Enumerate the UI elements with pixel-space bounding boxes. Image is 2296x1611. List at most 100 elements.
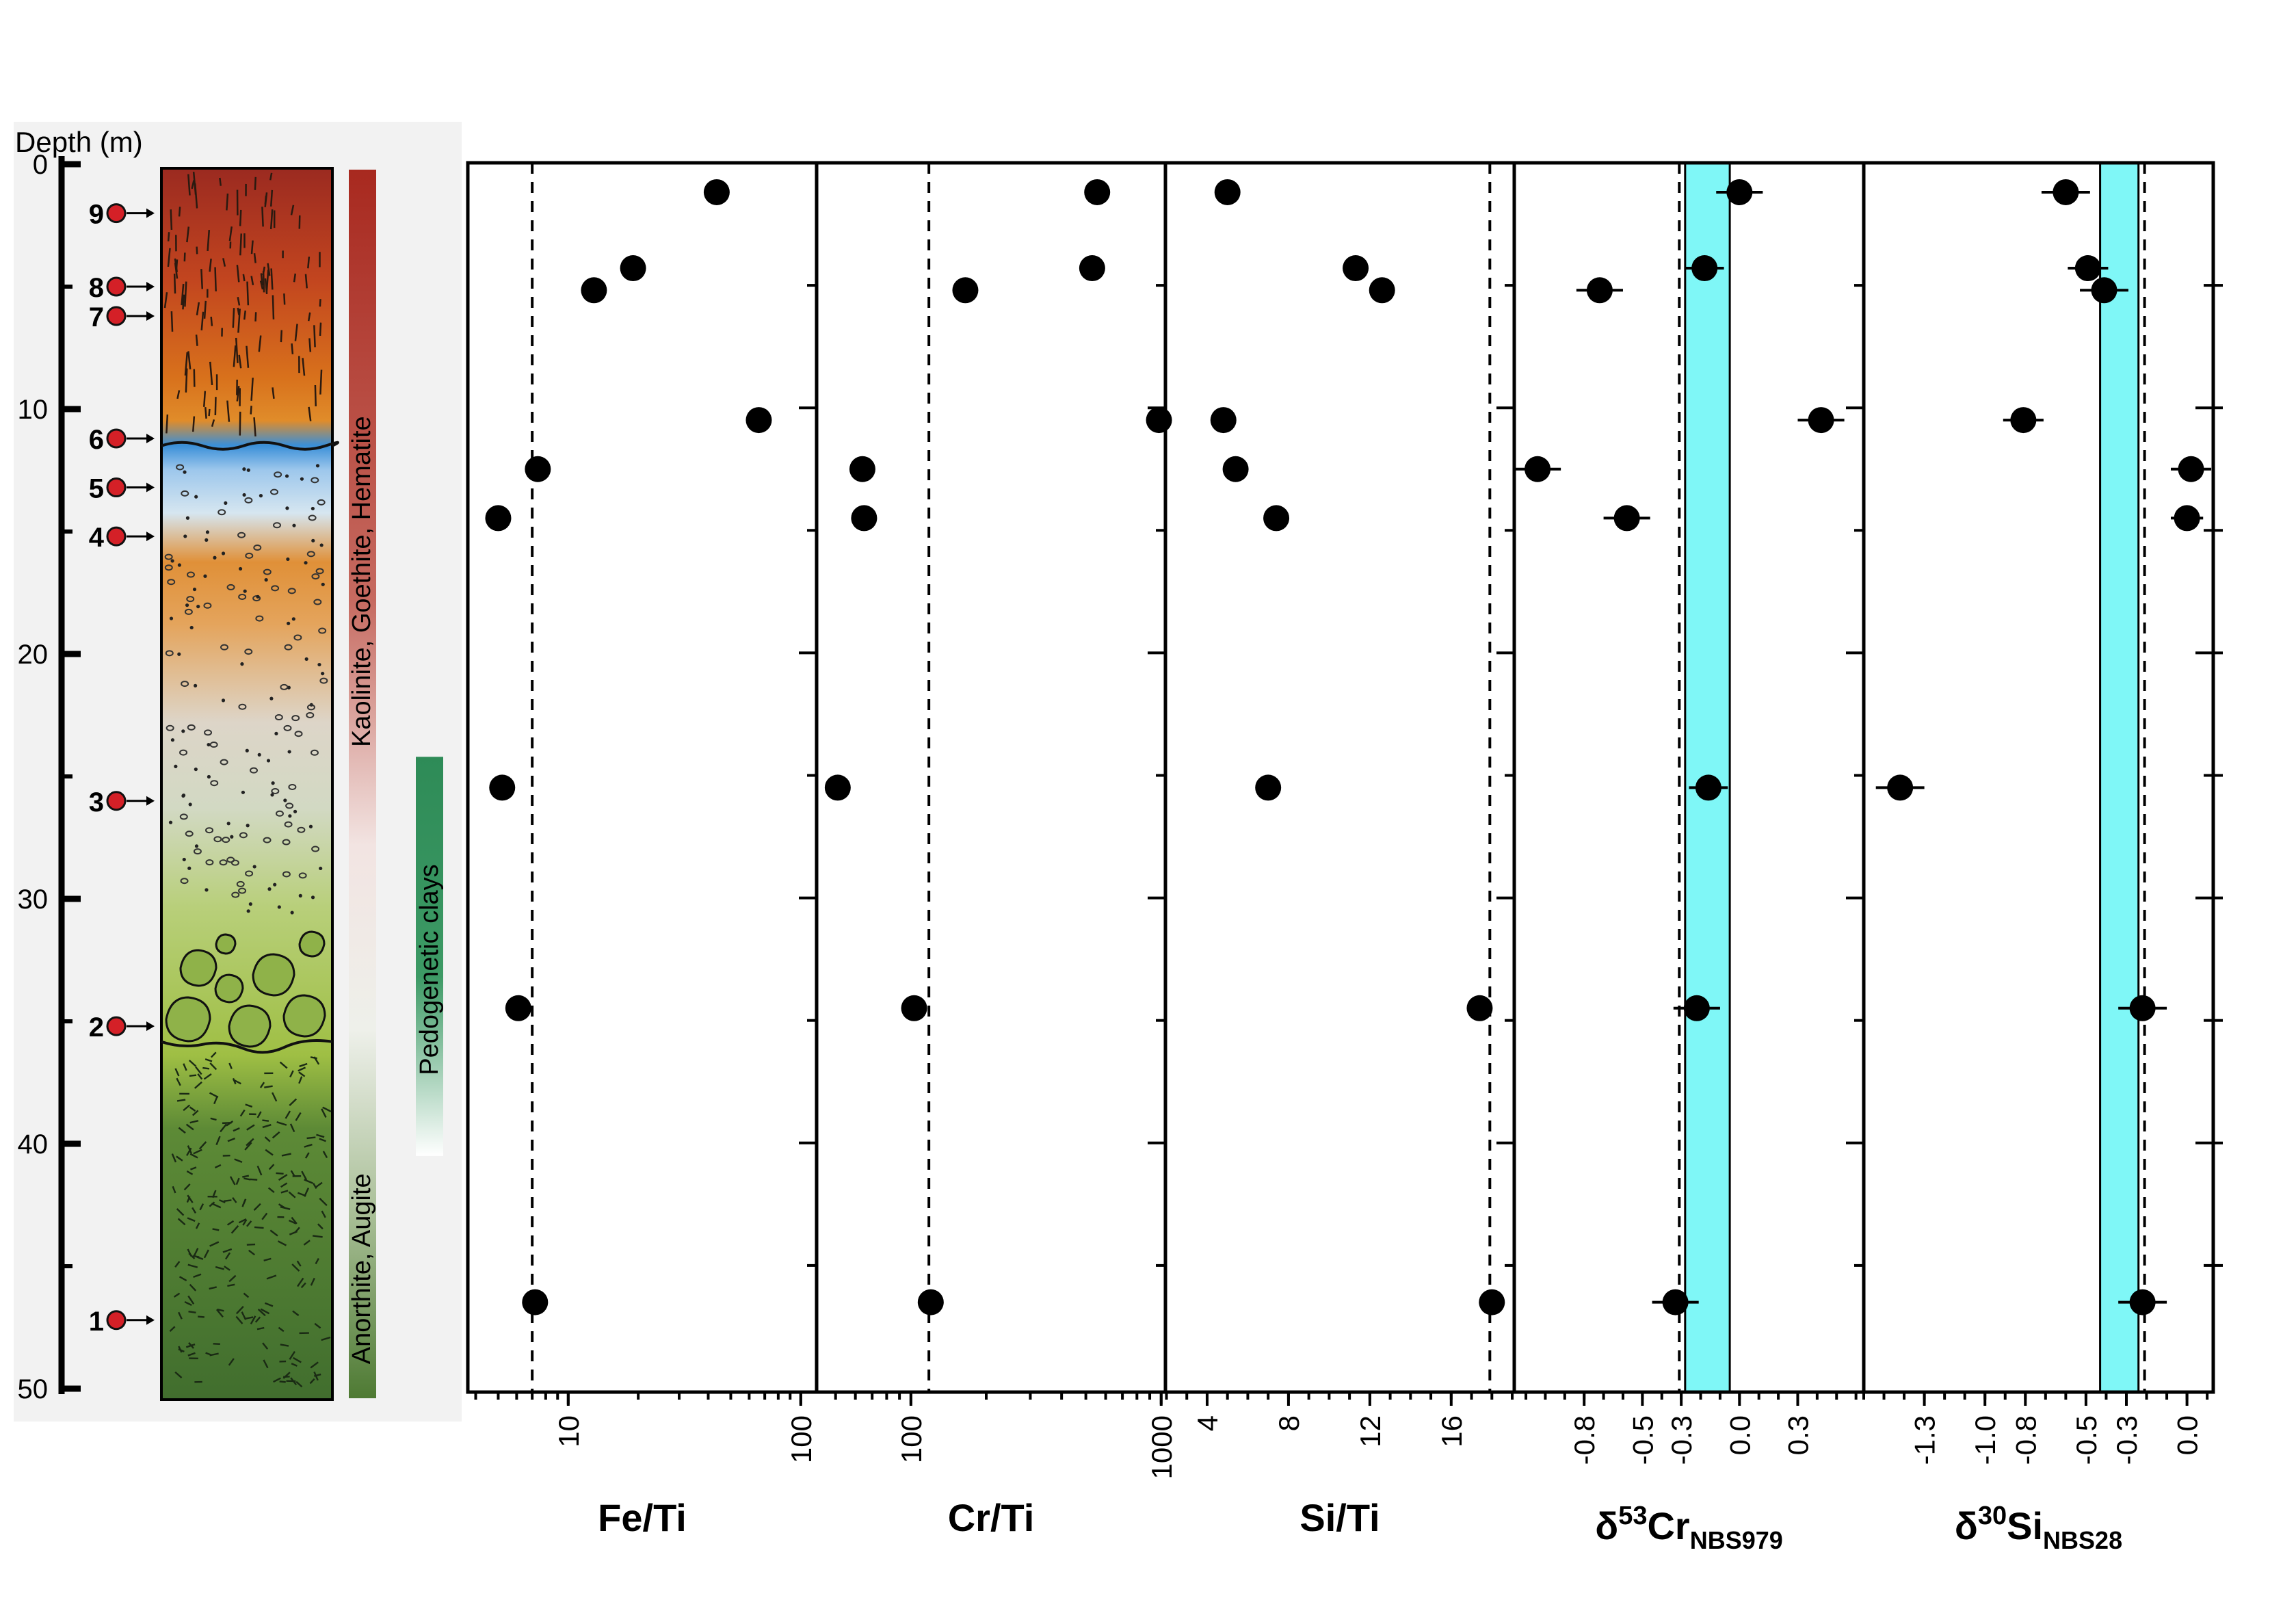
- data-point: [1479, 1289, 1505, 1315]
- x-tick-label: -1.0: [1969, 1415, 2001, 1465]
- sample-marker: [106, 306, 127, 326]
- x-axis-title-sub: NBS979: [1690, 1526, 1783, 1554]
- data-point: [1369, 277, 1395, 304]
- depth-tick-label: 40: [18, 1129, 49, 1160]
- sample-marker: [106, 428, 127, 449]
- sample-arrowhead: [146, 208, 155, 218]
- data-point: [1525, 456, 1551, 482]
- data-point: [917, 1289, 944, 1315]
- data-point: [1683, 995, 1710, 1021]
- x-tick-label: 4: [1191, 1415, 1224, 1431]
- panel-3: 4 8 12 16 Si/Ti: [1163, 161, 1516, 1539]
- x-axis-title-sup: 30: [1978, 1502, 2007, 1530]
- panel-frame: [1862, 161, 2215, 1394]
- data-point: [1808, 407, 1834, 434]
- x-tick-label: -0.5: [2070, 1415, 2102, 1465]
- sample-arrowhead: [146, 311, 155, 321]
- sample-marker: [106, 526, 127, 547]
- sample-marker: [106, 1310, 127, 1331]
- x-tick-label: 10: [553, 1415, 585, 1448]
- sample-id-label: 6: [89, 425, 104, 455]
- x-tick-label: -0.3: [2111, 1415, 2143, 1465]
- data-point: [851, 505, 878, 532]
- reference-band: [2099, 161, 2140, 1393]
- x-tick-label: 12: [1354, 1415, 1386, 1448]
- sample-arrowhead: [146, 282, 155, 291]
- x-axis-title: Si/Ti: [1299, 1496, 1380, 1539]
- panel-1: 10 100 Fe/Ti: [466, 161, 819, 1539]
- x-axis-title: Cr/Ti: [948, 1496, 1035, 1539]
- clay-bar: [416, 757, 443, 1156]
- sample-arrowhead: [146, 1315, 155, 1325]
- mineral-bar: [349, 170, 376, 1398]
- x-tick-label: -0.8: [2009, 1415, 2042, 1465]
- data-point: [1079, 255, 1105, 282]
- sample-id-label: 9: [89, 200, 104, 230]
- panel-frame: [1163, 161, 1516, 1394]
- x-axis-title: Fe/Ti: [598, 1496, 687, 1539]
- x-axis-title-element: Si: [2007, 1504, 2043, 1547]
- x-tick-label: 0.0: [2172, 1415, 2204, 1455]
- data-point: [581, 277, 607, 304]
- sample-id-label: 2: [89, 1012, 104, 1043]
- data-point: [1662, 1289, 1689, 1315]
- mineral-bar-label-upper: Kaolinite, Goethite, Hematite: [347, 416, 376, 747]
- data-point: [1214, 179, 1241, 205]
- data-point: [1263, 505, 1290, 532]
- data-point: [1255, 774, 1282, 801]
- data-point: [901, 995, 927, 1021]
- x-tick-label: 100: [785, 1415, 817, 1463]
- column-texture: [161, 171, 339, 1388]
- data-point: [1210, 407, 1237, 434]
- x-axis-title-sup: 53: [1618, 1502, 1647, 1530]
- data-point: [1586, 277, 1613, 304]
- data-point: [849, 456, 875, 482]
- data-point: [489, 774, 516, 801]
- data-point: [2091, 277, 2117, 304]
- sample-id-label: 7: [89, 302, 104, 332]
- depth-tick-label: 10: [18, 395, 49, 425]
- x-axis-title: δ53CrNBS979: [1595, 1502, 1783, 1554]
- x-tick-label: -0.8: [1568, 1415, 1600, 1465]
- sample-id-label: 8: [89, 273, 104, 303]
- data-point: [745, 407, 772, 434]
- panel-4: -0.8 -0.5 -0.3 0.0 0.3 δ53CrNBS979: [1512, 161, 1866, 1554]
- x-axis-title-element: Cr: [1647, 1504, 1689, 1547]
- data-point: [1222, 456, 1249, 482]
- x-axis-title-delta: δ: [1595, 1504, 1618, 1547]
- data-point: [824, 774, 851, 801]
- data-point: [485, 505, 512, 532]
- data-point: [703, 179, 730, 205]
- depth-tick-label: 50: [18, 1374, 49, 1404]
- sample-marker: [106, 791, 127, 811]
- data-point: [1613, 505, 1640, 532]
- mineral-bar-label-lower: Anorthite, Augite: [347, 1173, 376, 1364]
- x-axis-title-delta: δ: [1955, 1504, 1978, 1547]
- x-tick-label: -0.3: [1665, 1415, 1698, 1465]
- depth-tick-label: 20: [18, 640, 49, 670]
- data-point: [1466, 995, 1493, 1021]
- stratigraphic-column: Depth (m)0 10 20 30 40 50 9 87 6 5 4 3 2 1 Kaolinite, …: [15, 126, 444, 1404]
- sample-marker: [106, 276, 127, 297]
- x-tick-label: 100: [895, 1415, 927, 1463]
- sample-marker: [106, 203, 127, 224]
- sample-id-label: 1: [89, 1307, 104, 1337]
- data-point: [1343, 255, 1369, 282]
- sample-marker: [106, 1016, 127, 1036]
- data-point: [1691, 255, 1718, 282]
- x-tick-label: 8: [1273, 1415, 1305, 1431]
- data-point: [2074, 255, 2101, 282]
- data-point: [1726, 179, 1753, 205]
- data-point: [2053, 179, 2079, 205]
- x-tick-label: -0.5: [1626, 1415, 1659, 1465]
- data-point: [952, 277, 979, 304]
- sample-id-label: 5: [89, 474, 104, 504]
- depth-axis-label: Depth (m): [15, 126, 143, 158]
- sample-arrowhead: [146, 433, 155, 443]
- sample-marker: [106, 477, 127, 498]
- x-tick-label: 0.0: [1724, 1415, 1756, 1455]
- data-point: [2129, 1289, 2156, 1315]
- depth-tick-label: 0: [33, 150, 48, 180]
